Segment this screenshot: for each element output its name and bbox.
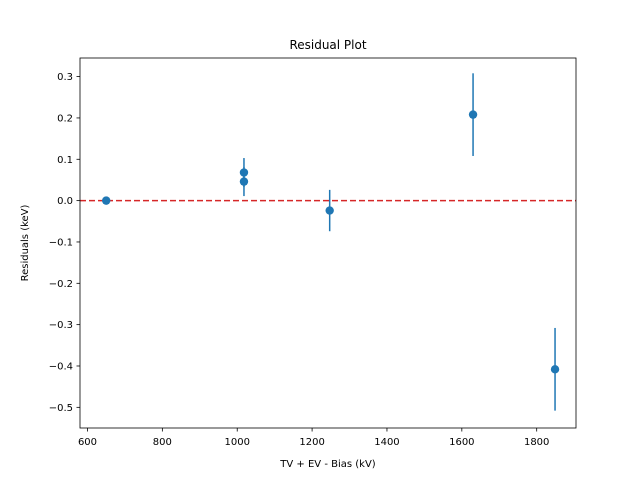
chart-title: Residual Plot: [289, 38, 366, 52]
x-tick-label: 1800: [524, 437, 549, 448]
y-tick-label: 0.3: [57, 72, 73, 83]
plot-frame: [79, 57, 577, 429]
y-tick-label: 0.0: [57, 196, 73, 207]
data-point: [239, 177, 249, 186]
data-point: [468, 110, 478, 119]
y-tick-label: −0.2: [49, 279, 73, 290]
x-tick-label: 600: [78, 437, 97, 448]
y-tick-label: −0.5: [49, 403, 73, 414]
data-point: [102, 196, 111, 205]
y-tick-label: −0.1: [49, 237, 73, 248]
axis-layer: 600 800 1000 1200 1400 1600 1800 −0.5 −0.4 −0.3 −0…: [49, 72, 550, 448]
y-tick-label: −0.3: [49, 320, 73, 331]
y-tick-label: 0.1: [57, 155, 73, 166]
data-layer: [102, 73, 560, 411]
y-tick-label: −0.4: [49, 361, 73, 372]
x-tick-label: 1000: [224, 437, 249, 448]
x-tick-label: 1600: [449, 437, 474, 448]
y-axis-label: Residuals (keV): [20, 204, 31, 281]
data-point: [325, 206, 334, 215]
x-axis-label: TV + EV - Bias (kV): [279, 459, 375, 470]
y-tick-label: 0.2: [57, 113, 73, 124]
x-tick-label: 1200: [299, 437, 324, 448]
x-tick-label: 1400: [374, 437, 399, 448]
data-point: [550, 365, 560, 374]
x-tick-label: 800: [153, 437, 172, 448]
